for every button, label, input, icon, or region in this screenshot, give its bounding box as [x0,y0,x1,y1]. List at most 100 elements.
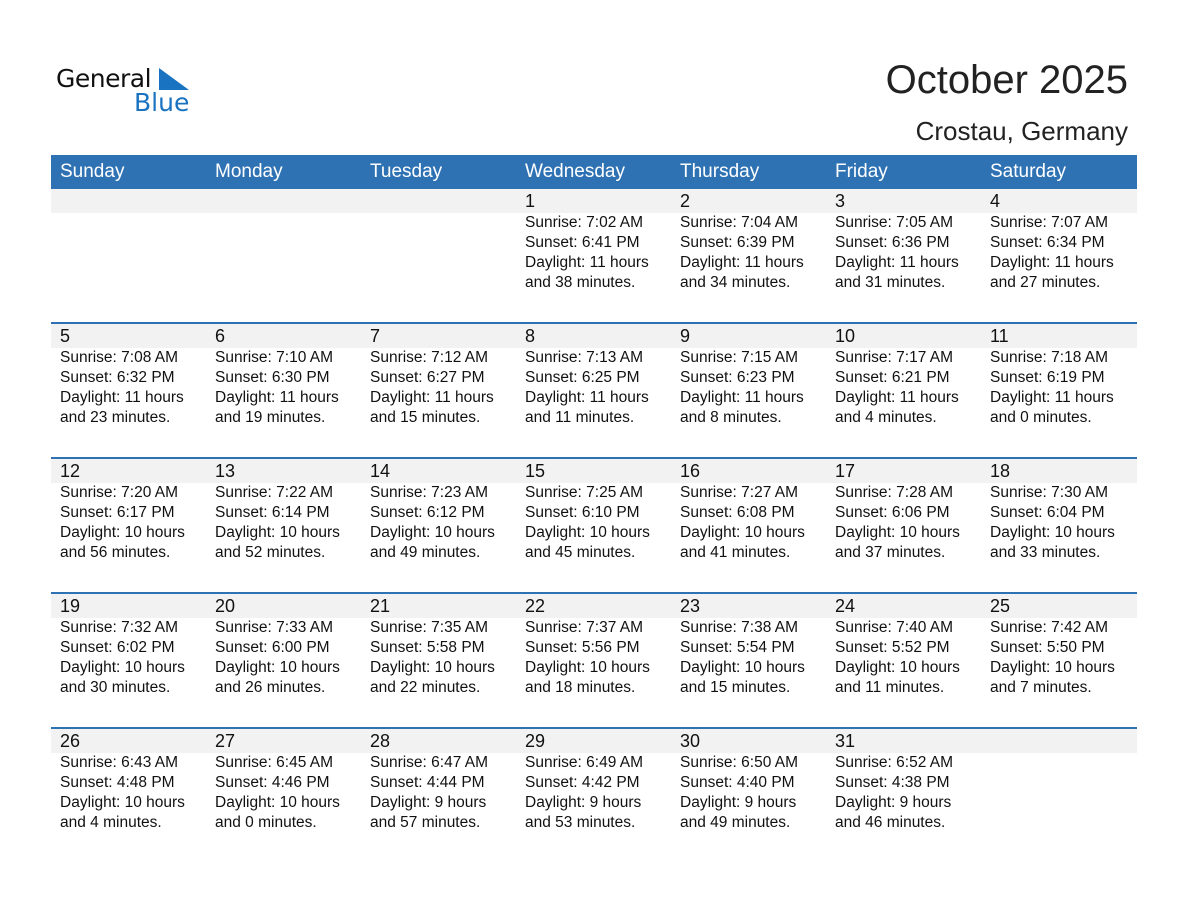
day-cell: 30 Sunrise: 6:50 AM Sunset: 4:40 PM Dayligh… [671,729,826,859]
sunrise-text: Sunrise: 7:33 AM [215,619,334,636]
sunset-text: Sunset: 4:40 PM [680,774,795,791]
sunrise-text: Sunrise: 7:42 AM [990,619,1109,636]
sunrise-text: Sunrise: 7:27 AM [680,484,799,501]
day-cell: 28 Sunrise: 6:47 AM Sunset: 4:44 PM Dayligh… [361,729,516,859]
sunset-text: Sunset: 5:56 PM [525,639,640,656]
day-number: 30 [680,731,701,751]
day-cell: 31 Sunrise: 6:52 AM Sunset: 4:38 PM Dayligh… [826,729,981,859]
daylight-text: Daylight: 9 hours [370,794,487,811]
daylight-minutes-text: and 56 minutes. [60,544,171,561]
weekday-thursday: Thursday [680,161,760,182]
day-cell: 18 Sunrise: 7:30 AM Sunset: 6:04 PM Dayligh… [981,459,1136,589]
daylight-minutes-text: and 11 minutes. [525,409,635,426]
day-cell: 11 Sunrise: 7:18 AM Sunset: 6:19 PM Dayligh… [981,324,1136,454]
sunset-text: Sunset: 5:52 PM [835,639,950,656]
day-number-band [51,594,1137,618]
day-cell: 9 Sunrise: 7:15 AM Sunset: 6:23 PM Daylight… [671,324,826,454]
sunrise-text: Sunrise: 7:12 AM [370,349,489,366]
daylight-text: Daylight: 10 hours [370,659,495,676]
sunset-text: Sunset: 6:41 PM [525,234,640,251]
sunrise-text: Sunrise: 7:04 AM [680,214,799,231]
daylight-text: Daylight: 10 hours [215,524,340,541]
day-number: 15 [525,461,546,481]
day-number: 3 [835,191,846,211]
sunset-text: Sunset: 6:27 PM [370,369,485,386]
day-number-band [51,459,1137,483]
day-cell: 13 Sunrise: 7:22 AM Sunset: 6:14 PM Dayligh… [206,459,361,589]
day-number: 29 [525,731,546,751]
sunset-text: Sunset: 6:14 PM [215,504,330,521]
daylight-minutes-text: and 19 minutes. [215,409,326,426]
sunrise-text: Sunrise: 7:30 AM [990,484,1109,501]
day-cell: 14 Sunrise: 7:23 AM Sunset: 6:12 PM Dayligh… [361,459,516,589]
day-cell: 22 Sunrise: 7:37 AM Sunset: 5:56 PM Dayligh… [516,594,671,724]
daylight-minutes-text: and 15 minutes. [680,679,791,696]
daylight-text: Daylight: 11 hours [835,254,959,271]
daylight-text: Daylight: 11 hours [60,389,184,406]
sunrise-text: Sunrise: 7:28 AM [835,484,954,501]
day-cell: 7 Sunrise: 7:12 AM Sunset: 6:27 PM Daylight… [361,324,516,454]
daylight-minutes-text: and 45 minutes. [525,544,636,561]
sunset-text: Sunset: 6:17 PM [60,504,175,521]
day-number: 19 [60,596,81,616]
day-cell: 3 Sunrise: 7:05 AM Sunset: 6:36 PM Daylight… [826,189,981,319]
day-cell: 29 Sunrise: 6:49 AM Sunset: 4:42 PM Dayligh… [516,729,671,859]
day-cell: 1 Sunrise: 7:02 AM Sunset: 6:41 PM Daylight… [516,189,671,319]
daylight-minutes-text: and 33 minutes. [990,544,1101,561]
sunset-text: Sunset: 6:06 PM [835,504,950,521]
sunrise-text: Sunrise: 7:38 AM [680,619,799,636]
day-cell: 4 Sunrise: 7:07 AM Sunset: 6:34 PM Daylight… [981,189,1136,319]
daylight-minutes-text: and 23 minutes. [60,409,171,426]
day-number: 5 [60,326,71,346]
day-number: 12 [60,461,81,481]
daylight-text: Daylight: 10 hours [990,524,1115,541]
daylight-text: Daylight: 9 hours [525,794,642,811]
daylight-minutes-text: and 38 minutes. [525,274,636,291]
sunrise-text: Sunrise: 7:35 AM [370,619,489,636]
day-cell: 10 Sunrise: 7:17 AM Sunset: 6:21 PM Dayligh… [826,324,981,454]
sunset-text: Sunset: 5:50 PM [990,639,1105,656]
daylight-text: Daylight: 10 hours [60,524,185,541]
location-subtitle: Crostau, Germany [915,116,1128,146]
daylight-text: Daylight: 11 hours [370,389,494,406]
daylight-minutes-text: and 26 minutes. [215,679,326,696]
sunset-text: Sunset: 6:39 PM [680,234,795,251]
day-cell: 27 Sunrise: 6:45 AM Sunset: 4:46 PM Dayligh… [206,729,361,859]
daylight-minutes-text: and 46 minutes. [835,814,946,831]
day-number: 18 [990,461,1011,481]
daylight-minutes-text: and 8 minutes. [680,409,782,426]
daylight-text: Daylight: 10 hours [835,659,960,676]
weekday-wednesday: Wednesday [525,161,625,182]
weekday-monday: Monday [215,161,283,182]
day-number: 24 [835,596,856,616]
day-cell: 5 Sunrise: 7:08 AM Sunset: 6:32 PM Daylight… [51,324,206,454]
week-row: 26 Sunrise: 6:43 AM Sunset: 4:48 PM Dayligh… [51,727,1137,864]
sunset-text: Sunset: 6:34 PM [990,234,1105,251]
day-number: 17 [835,461,856,481]
page-title: October 2025 [885,58,1128,102]
week-row: 1 Sunrise: 7:02 AM Sunset: 6:41 PM Daylight… [51,189,1137,324]
sunset-text: Sunset: 5:58 PM [370,639,485,656]
sunrise-text: Sunrise: 7:13 AM [525,349,644,366]
sunrise-text: Sunrise: 6:49 AM [525,754,644,771]
day-cell: 25 Sunrise: 7:42 AM Sunset: 5:50 PM Dayligh… [981,594,1136,724]
day-number-band [51,729,1137,753]
day-cell: 16 Sunrise: 7:27 AM Sunset: 6:08 PM Dayligh… [671,459,826,589]
week-row: 12 Sunrise: 7:20 AM Sunset: 6:17 PM Dayligh… [51,457,1137,594]
day-number: 21 [370,596,391,616]
sunset-text: Sunset: 6:04 PM [990,504,1105,521]
sunrise-text: Sunrise: 7:37 AM [525,619,644,636]
sunset-text: Sunset: 6:23 PM [680,369,795,386]
sunrise-text: Sunrise: 7:20 AM [60,484,179,501]
day-cell: 12 Sunrise: 7:20 AM Sunset: 6:17 PM Dayligh… [51,459,206,589]
sunrise-text: Sunrise: 7:25 AM [525,484,644,501]
sunrise-text: Sunrise: 7:23 AM [370,484,489,501]
sunrise-text: Sunrise: 7:07 AM [990,214,1109,231]
day-cell: 6 Sunrise: 7:10 AM Sunset: 6:30 PM Daylight… [206,324,361,454]
sunset-text: Sunset: 6:32 PM [60,369,175,386]
daylight-text: Daylight: 11 hours [680,254,804,271]
day-cell: 19 Sunrise: 7:32 AM Sunset: 6:02 PM Dayligh… [51,594,206,724]
daylight-text: Daylight: 9 hours [680,794,797,811]
day-number: 11 [990,326,1009,346]
